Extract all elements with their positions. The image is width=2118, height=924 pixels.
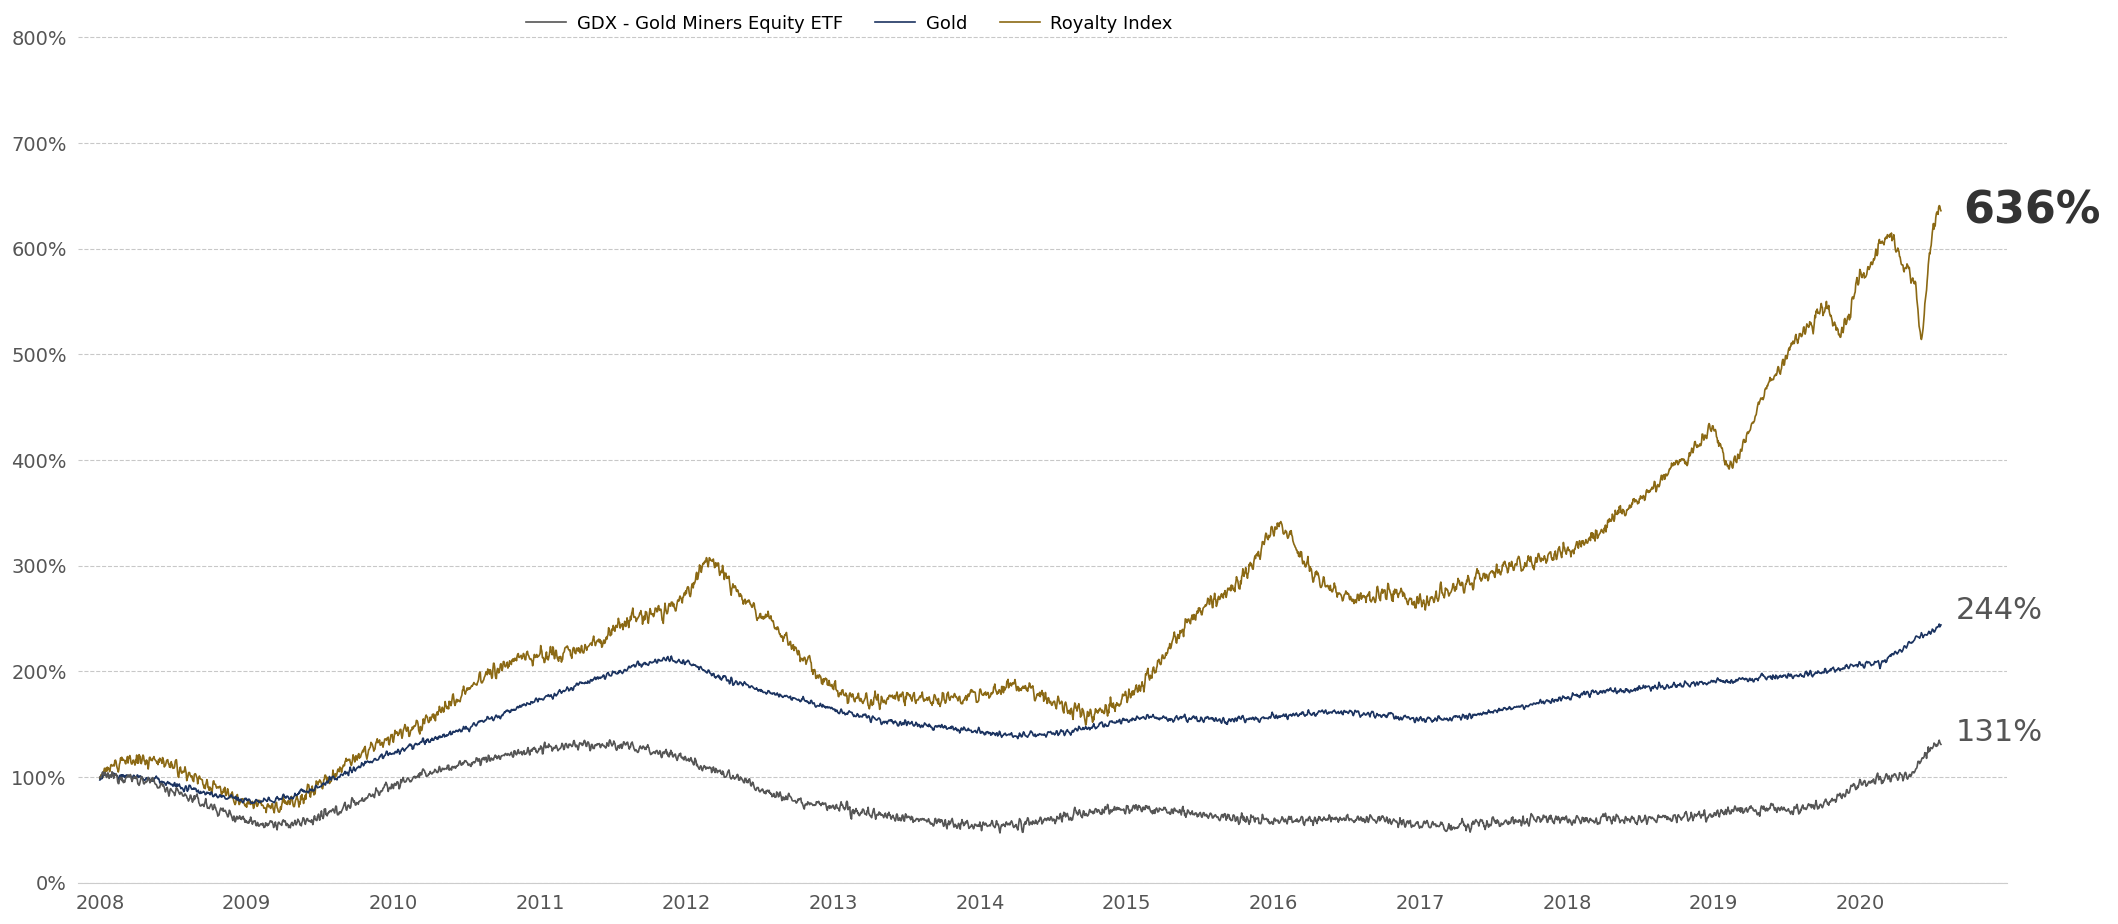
Royalty Index	[464, 677, 489, 688]
GDX - Gold Miners Equity ETF	[1648, 812, 1673, 823]
Text: 636%: 636%	[1963, 189, 2101, 232]
Gold	[1908, 630, 1934, 641]
Royalty Index	[1419, 591, 1444, 602]
Gold	[239, 797, 265, 808]
Gold	[1648, 680, 1673, 691]
Royalty Index	[1927, 205, 1953, 216]
Gold	[87, 774, 112, 785]
Royalty Index	[1927, 200, 1953, 211]
Gold	[1258, 711, 1284, 723]
Gold	[1927, 618, 1953, 629]
Gold	[1419, 717, 1444, 728]
Royalty Index	[1538, 547, 1563, 558]
Gold	[1927, 619, 1953, 630]
GDX - Gold Miners Equity ETF	[464, 752, 489, 763]
Gold	[1538, 696, 1563, 707]
GDX - Gold Miners Equity ETF	[1419, 816, 1444, 827]
GDX - Gold Miners Equity ETF	[1538, 814, 1563, 825]
Royalty Index	[1648, 477, 1673, 488]
Line: GDX - Gold Miners Equity ETF: GDX - Gold Miners Equity ETF	[100, 740, 1940, 833]
GDX - Gold Miners Equity ETF	[1258, 817, 1284, 828]
Royalty Index	[1258, 531, 1284, 542]
Text: 131%: 131%	[1955, 718, 2042, 748]
Gold	[464, 718, 489, 729]
Line: Gold: Gold	[100, 624, 1940, 803]
Text: 244%: 244%	[1955, 596, 2042, 625]
Legend: GDX - Gold Miners Equity ETF, Gold, Royalty Index: GDX - Gold Miners Equity ETF, Gold, Roya…	[519, 8, 1180, 41]
Royalty Index	[1908, 332, 1934, 343]
GDX - Gold Miners Equity ETF	[987, 827, 1012, 838]
Royalty Index	[261, 808, 286, 819]
GDX - Gold Miners Equity ETF	[1927, 739, 1953, 750]
Royalty Index	[87, 772, 112, 784]
GDX - Gold Miners Equity ETF	[1908, 755, 1934, 766]
GDX - Gold Miners Equity ETF	[87, 772, 112, 783]
GDX - Gold Miners Equity ETF	[597, 735, 623, 746]
Line: Royalty Index: Royalty Index	[100, 205, 1940, 813]
